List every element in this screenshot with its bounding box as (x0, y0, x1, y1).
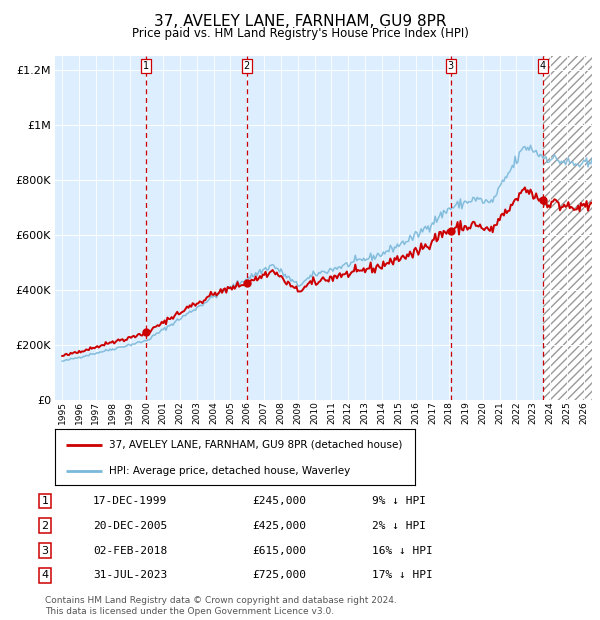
Text: 02-FEB-2018: 02-FEB-2018 (93, 546, 167, 556)
Text: 2: 2 (244, 61, 250, 71)
Text: This data is licensed under the Open Government Licence v3.0.: This data is licensed under the Open Gov… (45, 607, 334, 616)
Text: 4: 4 (41, 570, 49, 580)
Text: 2: 2 (41, 521, 49, 531)
Bar (543, 56, 592, 400)
Text: 17-DEC-1999: 17-DEC-1999 (93, 496, 167, 506)
Text: Price paid vs. HM Land Registry's House Price Index (HPI): Price paid vs. HM Land Registry's House … (131, 27, 469, 40)
Text: 3: 3 (448, 61, 454, 71)
Text: 16% ↓ HPI: 16% ↓ HPI (372, 546, 433, 556)
Text: 31-JUL-2023: 31-JUL-2023 (93, 570, 167, 580)
Text: 1: 1 (143, 61, 149, 71)
Text: £245,000: £245,000 (252, 496, 306, 506)
Text: 2% ↓ HPI: 2% ↓ HPI (372, 521, 426, 531)
Text: 9% ↓ HPI: 9% ↓ HPI (372, 496, 426, 506)
Text: £725,000: £725,000 (252, 570, 306, 580)
Text: 4: 4 (540, 61, 546, 71)
Text: Contains HM Land Registry data © Crown copyright and database right 2024.: Contains HM Land Registry data © Crown c… (45, 596, 397, 604)
Text: £615,000: £615,000 (252, 546, 306, 556)
Text: 37, AVELEY LANE, FARNHAM, GU9 8PR (detached house): 37, AVELEY LANE, FARNHAM, GU9 8PR (detac… (109, 440, 403, 450)
Text: £425,000: £425,000 (252, 521, 306, 531)
Text: HPI: Average price, detached house, Waverley: HPI: Average price, detached house, Wave… (109, 466, 350, 476)
Text: 37, AVELEY LANE, FARNHAM, GU9 8PR: 37, AVELEY LANE, FARNHAM, GU9 8PR (154, 14, 446, 29)
Text: 20-DEC-2005: 20-DEC-2005 (93, 521, 167, 531)
Text: 1: 1 (41, 496, 49, 506)
Text: 3: 3 (41, 546, 49, 556)
Text: 17% ↓ HPI: 17% ↓ HPI (372, 570, 433, 580)
